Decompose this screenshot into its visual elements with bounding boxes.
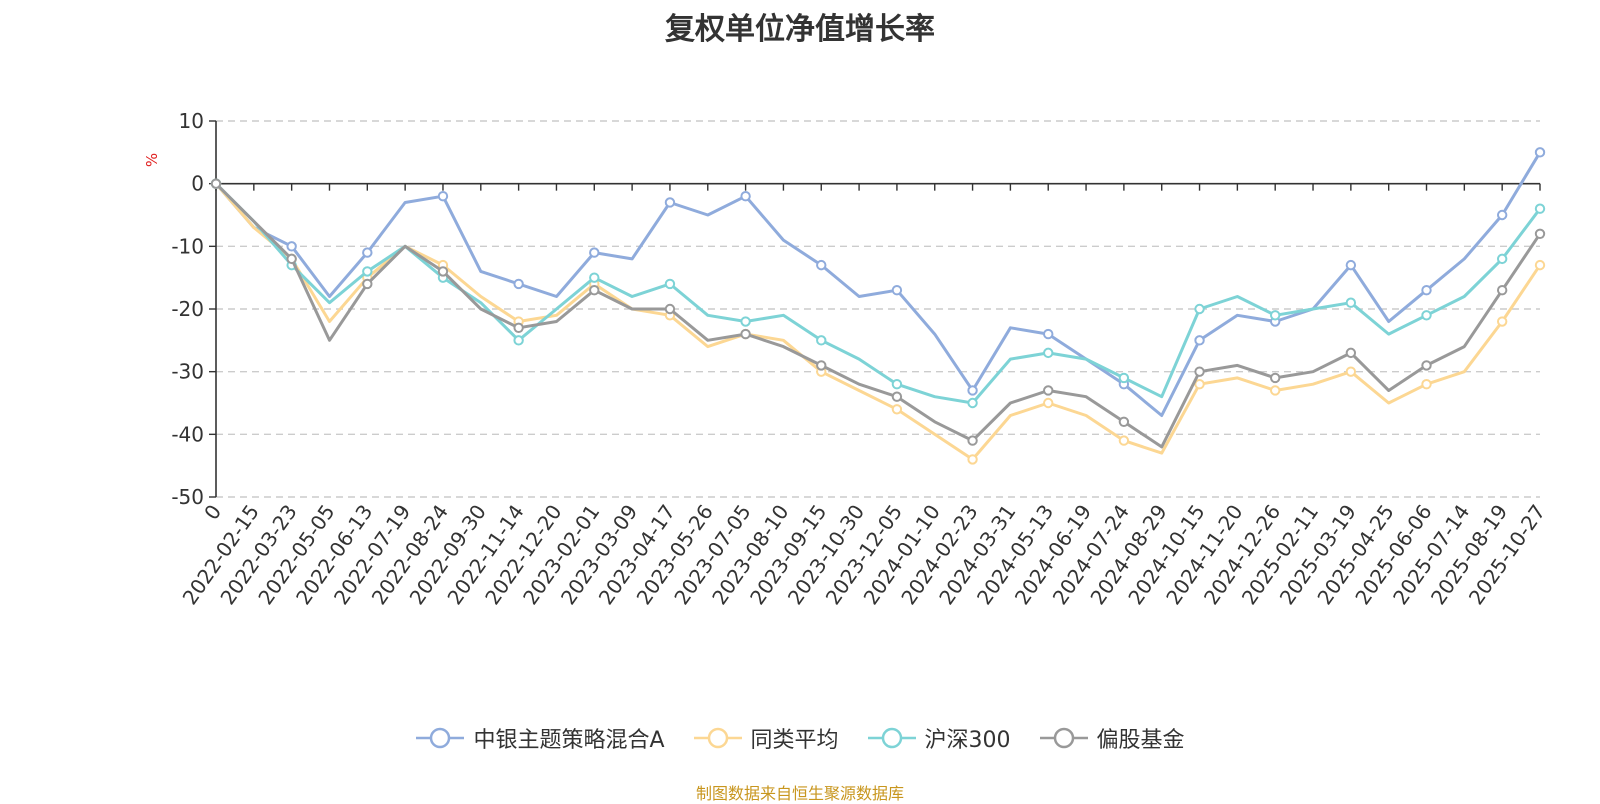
data-point[interactable] (740, 316, 751, 327)
data-point[interactable] (589, 285, 600, 296)
legend-swatch (1039, 727, 1088, 749)
data-point[interactable] (1534, 259, 1546, 271)
legend-swatch (693, 727, 742, 749)
y-tick-label: 0 (191, 172, 204, 196)
y-tick-label: -20 (171, 297, 204, 321)
data-point[interactable] (1534, 228, 1546, 240)
y-tick-label: -10 (171, 234, 204, 258)
data-point[interactable] (1118, 416, 1130, 427)
data-point[interactable] (210, 178, 222, 189)
data-point[interactable] (967, 454, 978, 465)
data-point[interactable] (1043, 385, 1054, 396)
data-point[interactable] (967, 397, 978, 409)
data-point[interactable] (891, 379, 903, 390)
data-point[interactable] (513, 322, 524, 333)
series-group (210, 178, 1546, 449)
data-point[interactable] (1194, 335, 1205, 346)
data-point[interactable] (1118, 435, 1130, 446)
data-point[interactable] (362, 278, 373, 290)
data-point[interactable] (967, 385, 978, 396)
legend-label: 偏股基金 (1096, 728, 1185, 753)
legend-swatch (867, 727, 916, 749)
data-point[interactable] (1421, 360, 1432, 371)
data-point[interactable] (740, 328, 751, 340)
data-point[interactable] (816, 259, 827, 271)
data-point[interactable] (1496, 285, 1508, 296)
grid-layer (216, 120, 1540, 498)
data-point[interactable] (967, 435, 978, 446)
legend-swatch (416, 727, 465, 749)
y-tick-label: -40 (171, 422, 204, 446)
legend-item[interactable]: 同类平均 (693, 722, 839, 754)
data-point[interactable] (589, 247, 600, 258)
data-point[interactable] (664, 278, 676, 290)
y-axis-unit-label: % (143, 153, 161, 167)
data-point[interactable] (1043, 397, 1054, 409)
legend-label: 同类平均 (750, 728, 839, 753)
data-point[interactable] (816, 335, 827, 346)
source-note: 制图数据来自恒生聚源数据库 (695, 784, 904, 803)
data-point[interactable] (816, 360, 827, 371)
data-point[interactable] (1345, 259, 1357, 271)
series-layer (210, 147, 1546, 465)
data-point[interactable] (1421, 379, 1432, 390)
data-point[interactable] (1345, 366, 1357, 377)
data-point[interactable] (1194, 379, 1205, 390)
data-point[interactable] (362, 247, 373, 258)
y-tick-label: -30 (171, 360, 204, 384)
data-point[interactable] (1345, 347, 1357, 359)
data-point[interactable] (286, 253, 297, 265)
legend-label: 沪深300 (924, 728, 1011, 753)
legend-item[interactable]: 偏股基金 (1039, 722, 1185, 754)
series-line[interactable] (214, 182, 1542, 461)
data-point[interactable] (513, 335, 524, 346)
data-point[interactable] (1421, 310, 1432, 321)
x-tick-label: 0 (199, 500, 226, 524)
data-point[interactable] (1043, 328, 1054, 340)
data-point[interactable] (589, 272, 600, 283)
data-point[interactable] (437, 191, 449, 202)
data-point[interactable] (1421, 285, 1432, 296)
data-point[interactable] (891, 404, 903, 415)
data-point[interactable] (437, 266, 449, 277)
y-tick-label: -50 (171, 485, 204, 509)
data-point[interactable] (891, 391, 903, 402)
legend-label: 中银主题策略混合A (473, 728, 665, 753)
y-tick-label: 10 (179, 109, 204, 133)
data-point[interactable] (1270, 310, 1281, 321)
data-point[interactable] (1496, 316, 1508, 327)
data-point[interactable] (1496, 253, 1508, 265)
data-point[interactable] (891, 285, 903, 296)
legend-item[interactable]: 中银主题策略混合A (415, 722, 665, 754)
data-point[interactable] (286, 241, 297, 252)
legend-item[interactable]: 沪深300 (867, 722, 1011, 754)
data-point[interactable] (1118, 372, 1130, 384)
data-point[interactable] (513, 278, 524, 290)
data-point[interactable] (1534, 147, 1546, 158)
legend: 中银主题策略混合A 同类平均 沪深300 偏股基金 (0, 722, 1600, 754)
data-point[interactable] (740, 191, 751, 202)
series-group (210, 178, 1546, 465)
series-line[interactable] (214, 182, 1542, 405)
data-point[interactable] (362, 266, 373, 277)
chart-title: 复权单位净值增长率 (665, 12, 935, 47)
data-point[interactable] (1496, 209, 1508, 221)
data-point[interactable] (1043, 347, 1054, 359)
data-point[interactable] (1194, 303, 1205, 315)
data-point[interactable] (1345, 297, 1357, 308)
data-point[interactable] (1270, 372, 1281, 384)
data-point[interactable] (1534, 203, 1546, 214)
series-line[interactable] (214, 151, 1542, 417)
series-group (210, 178, 1546, 409)
data-point[interactable] (1270, 385, 1281, 396)
data-point[interactable] (664, 197, 676, 208)
series-line[interactable] (214, 182, 1542, 449)
data-point[interactable] (664, 303, 676, 315)
data-point[interactable] (1194, 366, 1205, 377)
